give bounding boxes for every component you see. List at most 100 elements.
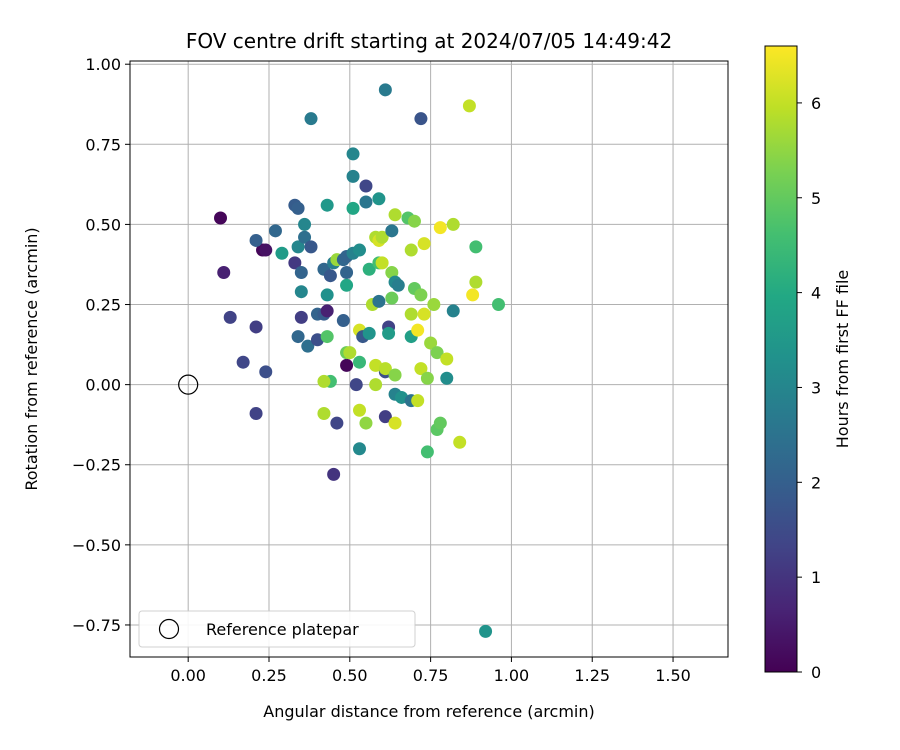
y-tick-label: −0.50 <box>72 536 121 555</box>
data-point <box>353 243 367 257</box>
data-point <box>301 339 315 353</box>
data-point <box>288 256 302 270</box>
data-point <box>388 416 402 430</box>
colorbar-tick-label: 3 <box>811 378 821 397</box>
data-point <box>340 358 354 372</box>
colorbar-label: Hours from first FF file <box>833 270 852 449</box>
colorbar-gradient <box>764 45 798 673</box>
data-point <box>214 211 228 225</box>
data-point <box>378 362 392 376</box>
data-point <box>236 355 250 369</box>
data-point <box>462 99 476 113</box>
data-point <box>298 217 312 231</box>
data-point <box>259 365 273 379</box>
reference-point <box>178 374 199 395</box>
x-axis-label: Angular distance from reference (arcmin) <box>263 702 594 721</box>
data-point <box>353 442 367 456</box>
y-tick-label: −0.25 <box>72 456 121 475</box>
data-point <box>320 304 334 318</box>
data-point <box>453 435 467 449</box>
legend-box <box>138 610 416 648</box>
colorbar-tick-label: 5 <box>811 189 821 208</box>
data-point <box>249 233 263 247</box>
y-tick-label: 1.00 <box>85 55 121 74</box>
data-point <box>291 330 305 344</box>
x-tick-label: 1.00 <box>494 666 530 685</box>
data-point <box>291 240 305 254</box>
legend: Reference platepar <box>138 610 416 648</box>
data-point <box>391 278 405 292</box>
data-point <box>446 304 460 318</box>
legend-entry-reference-platepar: Reference platepar <box>206 620 359 639</box>
data-point <box>346 147 360 161</box>
data-point <box>385 224 399 238</box>
data-point <box>362 262 376 276</box>
data-point <box>359 179 373 193</box>
data-point <box>317 406 331 420</box>
colorbar-tick-label: 4 <box>811 284 821 303</box>
data-point <box>320 288 334 302</box>
legend-reference-marker <box>158 618 180 640</box>
y-axis-ticks: −0.75 −0.50 −0.25 0.00 0.25 0.50 0.75 1.00 <box>72 55 130 635</box>
data-point <box>440 352 454 366</box>
x-tick-label: 0.00 <box>170 666 206 685</box>
colorbar-tick-label: 1 <box>811 568 821 587</box>
data-point <box>424 336 438 350</box>
data-point <box>343 346 357 360</box>
data-point <box>340 265 354 279</box>
x-tick-label: 0.50 <box>332 666 368 685</box>
data-point <box>479 624 493 638</box>
data-point <box>320 330 334 344</box>
data-point <box>249 406 263 420</box>
x-tick-label: 0.75 <box>413 666 449 685</box>
colorbar-ticks: 0 1 2 3 4 5 6 <box>797 94 821 682</box>
x-tick-label: 1.25 <box>574 666 610 685</box>
y-axis-label: Rotation from reference (arcmin) <box>22 227 41 490</box>
data-point <box>372 294 386 308</box>
data-point <box>407 214 421 228</box>
data-point <box>294 310 308 324</box>
y-tick-label: 0.25 <box>85 296 121 315</box>
data-point <box>362 326 376 340</box>
data-point <box>346 169 360 183</box>
data-point <box>382 326 396 340</box>
reference-marker <box>178 374 199 395</box>
data-point <box>336 314 350 328</box>
data-point <box>375 230 389 244</box>
data-point <box>414 362 428 376</box>
data-point <box>430 346 444 360</box>
data-point <box>491 298 505 312</box>
data-point <box>404 243 418 257</box>
data-point <box>294 265 308 279</box>
data-point <box>378 83 392 97</box>
data-point <box>469 240 483 254</box>
data-point <box>320 198 334 212</box>
data-point <box>417 237 431 251</box>
data-point <box>446 217 460 231</box>
data-point <box>223 310 237 324</box>
data-point <box>388 368 402 382</box>
data-point <box>404 307 418 321</box>
data-point <box>388 208 402 222</box>
colorbar-tick-label: 6 <box>811 94 821 113</box>
data-point <box>411 323 425 337</box>
x-tick-label: 1.50 <box>655 666 691 685</box>
data-point <box>372 192 386 206</box>
data-point <box>349 378 363 392</box>
colorbar-tick-label: 2 <box>811 473 821 492</box>
colorbar: 0 1 2 3 4 5 6 Hours from first FF file <box>764 45 852 682</box>
data-point <box>466 288 480 302</box>
data-point <box>217 265 231 279</box>
data-point <box>433 416 447 430</box>
data-point <box>353 403 367 417</box>
data-point <box>420 445 434 459</box>
data-point <box>249 320 263 334</box>
data-point <box>327 467 341 481</box>
data-point <box>304 240 318 254</box>
data-point <box>346 201 360 215</box>
data-point <box>440 371 454 385</box>
data-point <box>353 355 367 369</box>
data-point <box>411 394 425 408</box>
data-point <box>317 374 331 388</box>
data-point <box>469 275 483 289</box>
